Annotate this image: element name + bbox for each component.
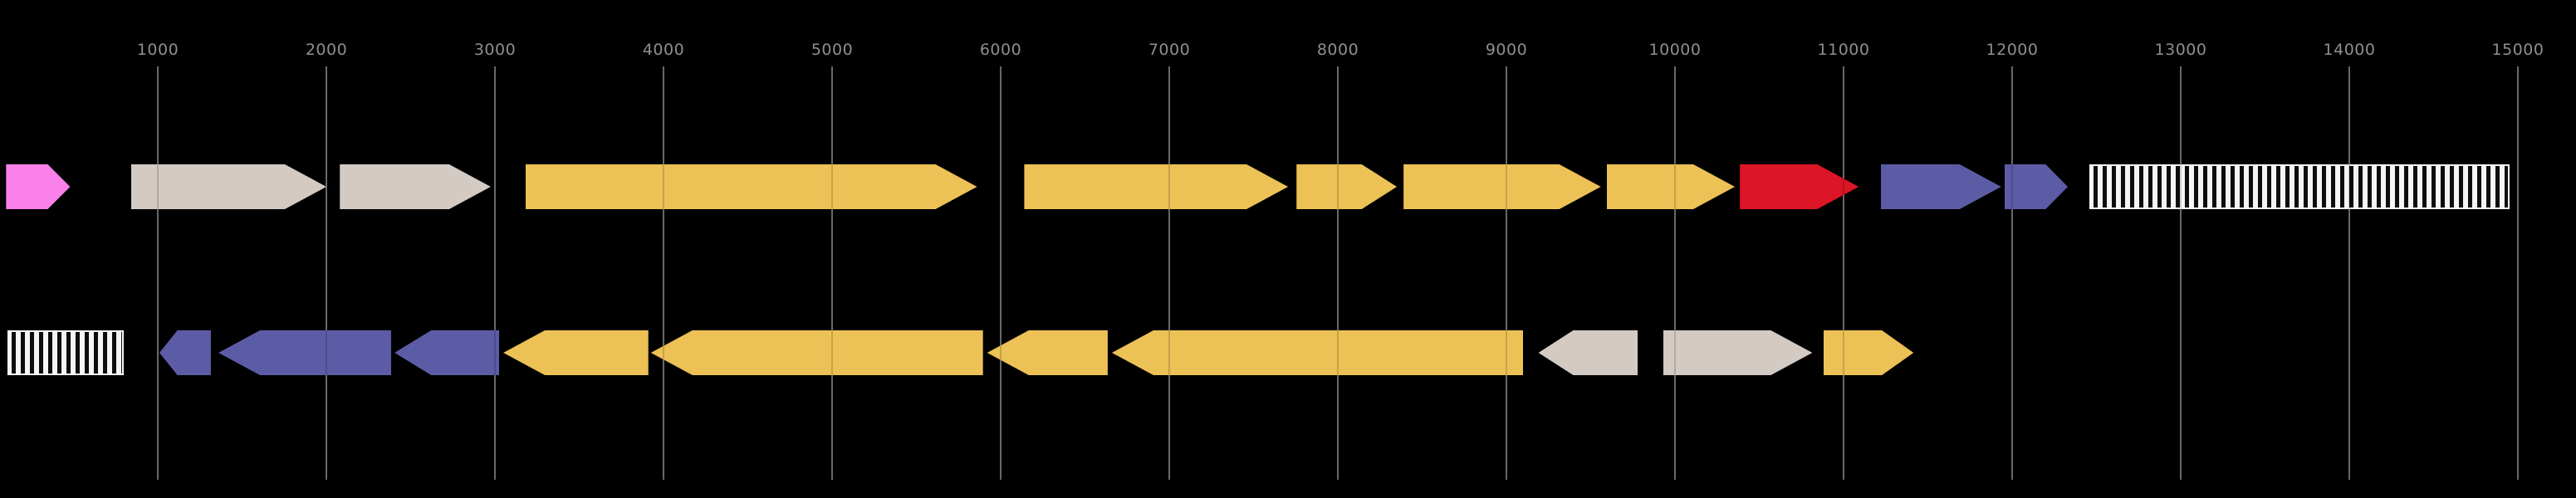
gridline-shade bbox=[831, 66, 833, 480]
gridline bbox=[494, 66, 496, 480]
gridline-shade bbox=[494, 66, 496, 480]
gridline bbox=[1000, 66, 1002, 480]
gene-arrow-forward bbox=[525, 164, 977, 209]
axis-tick-label: 1000 bbox=[136, 41, 179, 59]
gridline-shade bbox=[2517, 66, 2519, 480]
gridline bbox=[663, 66, 664, 480]
gridline-shade bbox=[2348, 66, 2350, 480]
gene-arrow-forward bbox=[130, 164, 326, 209]
gridline bbox=[1674, 66, 1676, 480]
axis-tick-label: 9000 bbox=[1485, 41, 1528, 59]
gridline-shade bbox=[1506, 66, 1507, 480]
axis-tick-label: 10000 bbox=[1648, 41, 1702, 59]
axis-tick-label: 2000 bbox=[305, 41, 348, 59]
gridline bbox=[831, 66, 833, 480]
gridline-shade bbox=[2011, 66, 2013, 480]
axis-tick-label: 11000 bbox=[1817, 41, 1870, 59]
gridline-shade bbox=[326, 66, 327, 480]
axis-tick-label: 13000 bbox=[2154, 41, 2207, 59]
gridline-shade bbox=[1168, 66, 1170, 480]
gridline bbox=[2180, 66, 2182, 480]
gene-arrow-reverse bbox=[218, 330, 392, 375]
gridline bbox=[326, 66, 327, 480]
gridline bbox=[2517, 66, 2519, 480]
gene-arrow-reverse bbox=[650, 330, 983, 375]
gridline bbox=[2348, 66, 2350, 480]
gridline-shade bbox=[1000, 66, 1002, 480]
gridline-shade bbox=[2180, 66, 2182, 480]
axis-tick-label: 15000 bbox=[2491, 41, 2544, 59]
axis-tick-label: 7000 bbox=[1148, 41, 1191, 59]
gridline bbox=[1168, 66, 1170, 480]
gridline-shade bbox=[663, 66, 664, 480]
axis-tick-label: 8000 bbox=[1316, 41, 1359, 59]
gridline bbox=[1843, 66, 1844, 480]
axis-tick-label: 6000 bbox=[979, 41, 1022, 59]
gridline-shade bbox=[1843, 66, 1844, 480]
gridline bbox=[1337, 66, 1339, 480]
gene-arrow-forward bbox=[1024, 164, 1288, 209]
axis-tick-label: 12000 bbox=[1986, 41, 2039, 59]
gene-arrow-reverse bbox=[1111, 330, 1524, 375]
hatched-region bbox=[7, 330, 125, 375]
gene-arrow-forward bbox=[1403, 164, 1601, 209]
axis-tick-label: 5000 bbox=[811, 41, 854, 59]
gridline bbox=[1506, 66, 1507, 480]
hatched-region bbox=[2089, 164, 2510, 209]
axis-tick-label: 4000 bbox=[642, 41, 685, 59]
gridline-shade bbox=[157, 66, 159, 480]
axis-tick-label: 14000 bbox=[2323, 41, 2376, 59]
gridline-shade bbox=[1674, 66, 1676, 480]
gridline bbox=[2011, 66, 2013, 480]
gridline bbox=[157, 66, 159, 480]
gridline-shade bbox=[1337, 66, 1339, 480]
axis-tick-label: 3000 bbox=[473, 41, 517, 59]
